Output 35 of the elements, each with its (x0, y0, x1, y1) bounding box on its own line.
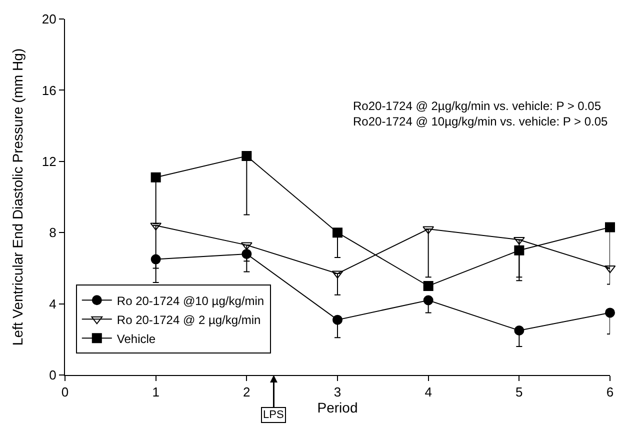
y-tick-label: 0 (49, 368, 56, 383)
y-tick-label: 4 (49, 296, 56, 312)
x-tick-label: 6 (606, 384, 614, 400)
point (604, 265, 616, 274)
x-tick-label: 0 (61, 384, 69, 400)
x-axis-title: Period (317, 400, 358, 416)
point (605, 308, 615, 318)
point (423, 281, 434, 291)
legend-label: Ro 20-1724 @10 µg/kg/min (116, 294, 264, 308)
legend-label: Ro 20-1724 @ 2 µg/kg/min (116, 312, 261, 327)
point (332, 314, 342, 325)
legend-label: Vehicle (116, 332, 156, 346)
point (513, 236, 525, 245)
x-tick-label: 3 (334, 384, 342, 400)
x-tick-label: 4 (424, 384, 432, 400)
point (242, 151, 252, 162)
x-tick-label: 1 (152, 384, 160, 400)
annotation: Ro20-1724 @ 2µg/kg/min vs. vehicle: P > 0.05 Ro20-1724 @ 10µg/kg/min vs. vehicle: P > 0.05 (353, 99, 608, 129)
x-tick-label: 5 (516, 384, 523, 400)
y-tick-label: 16 (42, 82, 56, 98)
x-tick-label: 2 (243, 384, 250, 400)
point (514, 245, 524, 256)
y-tick-label: 20 (42, 12, 56, 27)
point (423, 295, 434, 306)
point (150, 172, 161, 182)
point (422, 226, 434, 234)
y-tick-label: 12 (42, 154, 56, 169)
point (514, 326, 524, 336)
point (240, 242, 252, 250)
point (332, 270, 344, 279)
y-tick-label: 8 (49, 225, 56, 240)
y-axis-title: Left Ventricular End Diastolic Pressure (mm Hg) (10, 48, 26, 346)
text: LPS (263, 409, 284, 421)
point (332, 228, 342, 238)
point (605, 222, 615, 232)
